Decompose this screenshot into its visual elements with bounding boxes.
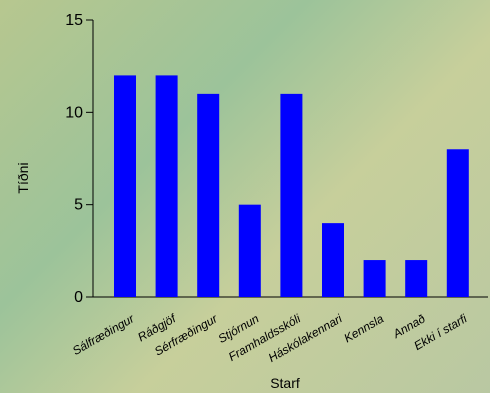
bars — [114, 75, 469, 298]
x-axis-title: Starf — [270, 375, 300, 391]
y-tick-label: 10 — [65, 104, 83, 121]
bar — [363, 260, 386, 297]
bar — [446, 149, 469, 297]
y-tick-label: 5 — [74, 197, 83, 214]
bar — [280, 93, 303, 297]
bar — [114, 75, 136, 298]
x-tick-label: Sálfræðingur — [70, 311, 137, 358]
bar — [238, 204, 261, 297]
x-tick-label: Kennsla — [342, 311, 387, 345]
bar — [322, 223, 344, 297]
bar — [405, 260, 428, 297]
y-tick-label: 15 — [65, 12, 83, 29]
bar — [155, 75, 178, 298]
x-tick-labels: SálfræðingurRáðgjöfSérfræðingurStjórnunF… — [70, 311, 470, 365]
y-tick-label: 0 — [74, 289, 83, 306]
y-axis-title: Tíðni — [15, 162, 31, 193]
bar — [197, 93, 220, 297]
